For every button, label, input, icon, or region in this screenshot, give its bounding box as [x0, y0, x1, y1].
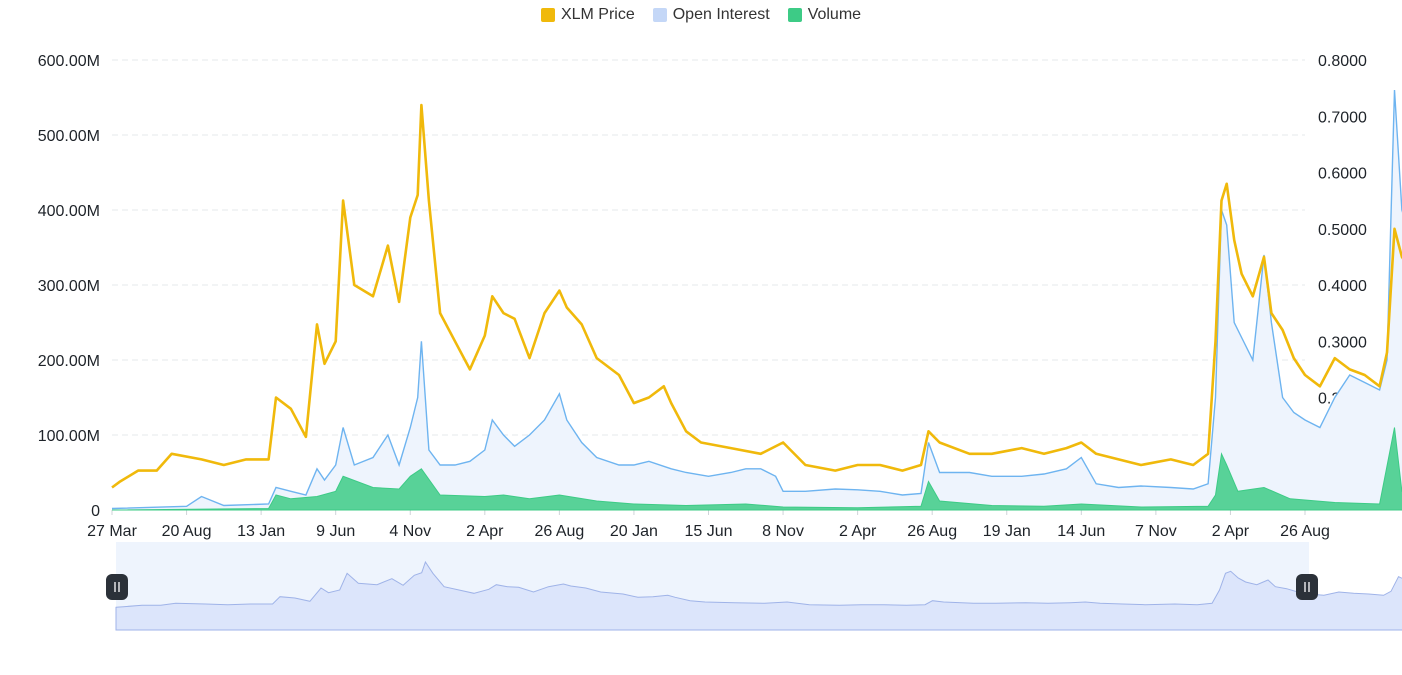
- x-tick-label: 9 Jun: [316, 523, 355, 540]
- x-tick-label: 4 Nov: [389, 523, 431, 540]
- series-open-interest-area: [112, 90, 1402, 510]
- navigator-series: [115, 560, 1402, 631]
- x-tick-label: 2 Apr: [839, 523, 877, 540]
- left-tick-label: 200.00M: [38, 353, 100, 370]
- right-tick-label: 0.4000: [1318, 278, 1367, 295]
- legend-label-volume: Volume: [807, 6, 862, 23]
- right-tick-label: 0.8000: [1318, 53, 1367, 70]
- x-tick-label: 2 Apr: [466, 523, 504, 540]
- x-tick-label: 8 Nov: [762, 523, 804, 540]
- x-tick-label: 27 Mar: [87, 523, 137, 540]
- series-volume: [111, 427, 1402, 511]
- left-tick-label: 600.00M: [38, 53, 100, 70]
- x-tick-label: 7 Nov: [1135, 523, 1177, 540]
- grid-lines: [112, 59, 1305, 436]
- left-tick-label: 300.00M: [38, 278, 100, 295]
- legend-item-open-interest[interactable]: Open Interest: [652, 6, 770, 24]
- right-tick-label: 0.7000: [1318, 109, 1367, 126]
- chart-legend: XLM Price Open Interest Volume: [0, 6, 1402, 24]
- navigator-handle-left-body: [106, 574, 128, 600]
- legend-swatch-volume: [787, 8, 802, 22]
- x-tick-label: 14 Jun: [1057, 523, 1105, 540]
- x-tick-label: 26 Aug: [534, 523, 584, 540]
- x-tick-label: 26 Aug: [1280, 523, 1330, 540]
- legend-swatch-open-interest: [652, 8, 667, 22]
- left-tick-label: 400.00M: [38, 203, 100, 220]
- x-tick-label: 20 Jan: [610, 523, 658, 540]
- series-layer: [111, 89, 1402, 511]
- left-tick-label: 0: [91, 503, 100, 520]
- navigator-handle-right-body: [1296, 574, 1318, 600]
- x-tick-label: 26 Aug: [907, 523, 957, 540]
- series-open-interest-line: [111, 89, 1402, 510]
- x-tick-label: 15 Jun: [684, 523, 732, 540]
- left-axis: 0 100.00M 200.00M 300.00M 400.00M 500.00M 600.…: [38, 53, 100, 520]
- legend-item-volume[interactable]: Volume: [787, 6, 862, 24]
- legend-label-open-interest: Open Interest: [672, 6, 770, 23]
- x-axis: 27 Mar 20 Aug 13 Jan 9 Jun 4 Nov 2 Apr 26 Aug 2…: [87, 509, 1330, 540]
- legend-item-price[interactable]: XLM Price: [540, 6, 635, 24]
- x-tick-label: 13 Jan: [237, 523, 285, 540]
- legend-swatch-price: [540, 8, 555, 22]
- left-tick-label: 500.00M: [38, 128, 100, 145]
- right-tick-label: 0.6000: [1318, 166, 1367, 183]
- x-tick-label: 19 Jan: [983, 523, 1031, 540]
- right-tick-label: 0.5000: [1318, 222, 1367, 239]
- x-tick-label: 20 Aug: [162, 523, 212, 540]
- right-tick-label: 0.3000: [1318, 334, 1367, 351]
- navigator-handle-right[interactable]: [1296, 574, 1318, 600]
- navigator-handle-left[interactable]: [106, 574, 128, 600]
- left-tick-label: 100.00M: [38, 428, 100, 445]
- range-navigator[interactable]: [106, 542, 1402, 631]
- series-price-line: [111, 103, 1402, 489]
- x-tick-label: 2 Apr: [1212, 523, 1250, 540]
- legend-label-price: XLM Price: [560, 6, 635, 23]
